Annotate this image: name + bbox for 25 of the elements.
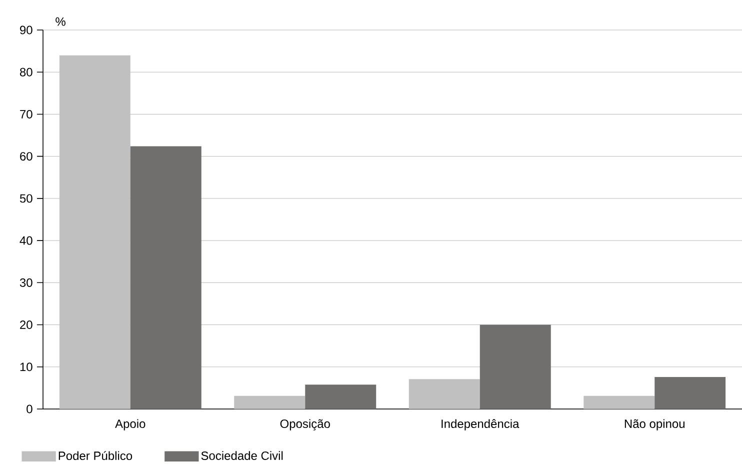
legend-label: Sociedade Civil [201, 451, 283, 460]
x-tick-label: Apoio [115, 419, 146, 430]
y-tick-label: 80 [20, 68, 32, 76]
y-tick-label: 0 [26, 404, 32, 414]
x-tick-label: Independência [442, 419, 520, 430]
y-tick-label: 40 [20, 236, 32, 245]
legend-label: Poder Público [58, 451, 132, 460]
y-tick-label: 60 [20, 152, 32, 161]
bar [59, 55, 130, 409]
y-axis-title: % [56, 17, 66, 26]
x-tick-label: Oposição [280, 419, 330, 430]
bar [654, 376, 726, 409]
y-tick-label: 10 [20, 362, 32, 372]
bar [584, 396, 655, 409]
x-tick-label: Não opinou [624, 419, 684, 430]
y-tick-label: 50 [20, 194, 32, 203]
bar [130, 146, 202, 409]
bar [480, 324, 551, 409]
bar [305, 384, 376, 409]
bar [234, 396, 306, 409]
bar [408, 379, 480, 409]
y-tick-label: 90 [20, 26, 32, 34]
y-tick-label: 20 [20, 320, 32, 330]
y-tick-label: 30 [20, 278, 32, 287]
y-tick-label: 70 [20, 110, 32, 118]
